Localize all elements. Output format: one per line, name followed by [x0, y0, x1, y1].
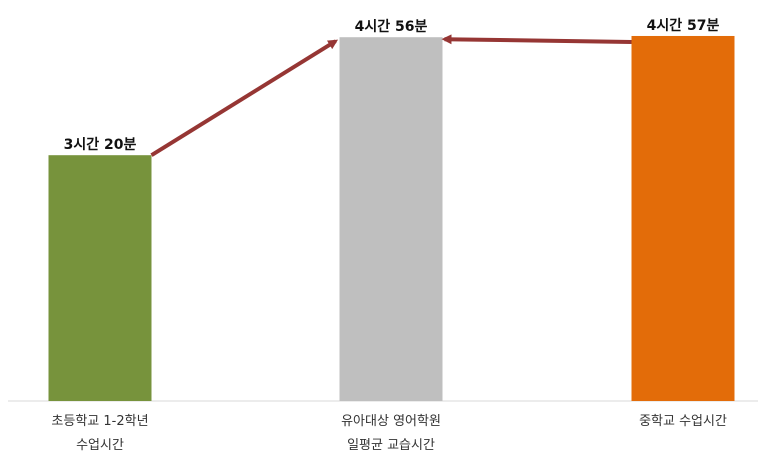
bar-2	[339, 37, 443, 401]
category-label-2-line-1: 유아대상 영어학원	[341, 414, 441, 429]
data-label-1: 3시간 20분	[64, 136, 137, 153]
category-label-1-line-2: 수업시간	[76, 438, 124, 453]
data-label-3: 4시간 57분	[647, 17, 720, 34]
category-label-2-line-2: 일평균 교습시간	[347, 438, 435, 453]
bar-3	[631, 35, 735, 402]
category-label-3-line-1: 중학교 수업시간	[639, 414, 727, 429]
category-label-1-line-1: 초등학교 1-2학년	[51, 414, 148, 429]
arrow-1	[150, 39, 339, 157]
data-label-2: 4시간 56분	[355, 18, 428, 35]
bar-1	[48, 155, 152, 401]
arrow-2	[441, 34, 632, 45]
